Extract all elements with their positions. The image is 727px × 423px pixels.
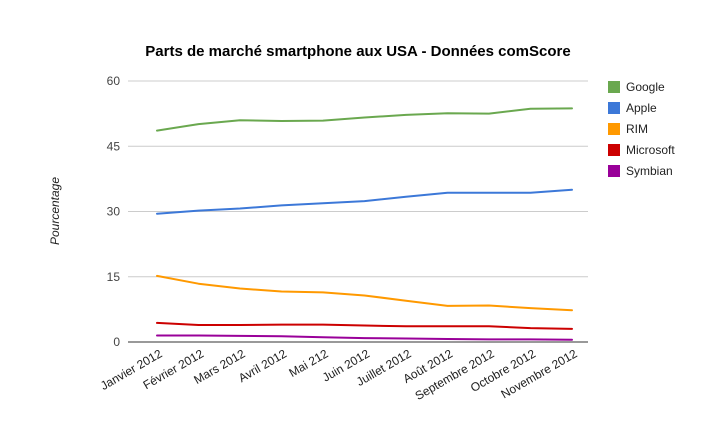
series-line-symbian: [156, 334, 573, 341]
legend-swatch-apple: [608, 102, 620, 114]
legend-label-microsoft: Microsoft: [626, 143, 675, 157]
series-line-microsoft: [156, 321, 573, 330]
legend: Google Apple RIM Microsoft Symbian: [608, 80, 675, 178]
series-line-google: [156, 107, 573, 132]
chart-title: Parts de marché smartphone aux USA - Don…: [145, 43, 570, 60]
legend-label-apple: Apple: [626, 101, 657, 115]
legend-swatch-google: [608, 81, 620, 93]
y-axis-ticks: 0 15 30 45 60: [107, 74, 121, 349]
legend-swatch-microsoft: [608, 144, 620, 156]
series-lines: [156, 107, 573, 341]
gridlines: [128, 80, 588, 343]
x-tick-label: Avril 2012: [236, 346, 289, 385]
legend-swatch-symbian: [608, 165, 620, 177]
series-line-rim: [156, 274, 573, 312]
legend-label-rim: RIM: [626, 122, 648, 136]
series-line-apple: [156, 188, 573, 215]
legend-label-symbian: Symbian: [626, 164, 673, 178]
legend-swatch-rim: [608, 123, 620, 135]
legend-label-google: Google: [626, 80, 665, 94]
y-tick-label: 15: [107, 270, 121, 284]
y-tick-label: 0: [113, 335, 120, 349]
y-tick-label: 60: [107, 74, 121, 88]
y-tick-label: 30: [107, 205, 121, 219]
y-axis-label: Pourcentage: [48, 177, 62, 245]
y-tick-label: 45: [107, 139, 121, 153]
